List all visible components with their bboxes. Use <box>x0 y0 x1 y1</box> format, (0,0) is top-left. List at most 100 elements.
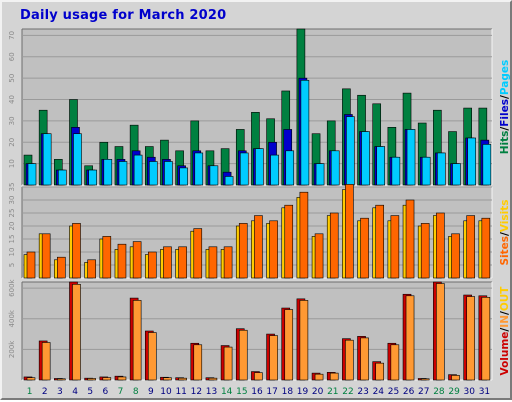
volume-panel-bar-in-day-22 <box>345 339 354 381</box>
visits-panel-bar-sites-day-28 <box>436 212 445 279</box>
x-axis-day-label: 4 <box>72 387 78 397</box>
volume-panel-bar-in-day-14 <box>223 346 233 381</box>
hits-panel-bar-pages-day-25 <box>391 156 401 186</box>
visits-panel-y-tick-label: 20 <box>8 222 16 231</box>
volume-panel-bar-in-day-2 <box>41 342 51 381</box>
visits-panel-side-label-part: Visits <box>499 199 511 232</box>
volume-panel-side-label-part: IN <box>499 315 511 328</box>
hits-panel-bar-pages-day-30 <box>467 137 476 186</box>
x-axis-day-label: 9 <box>148 387 154 397</box>
volume-panel-background <box>22 282 492 380</box>
chart-title: Daily usage for March 2020 <box>20 8 227 23</box>
volume-panel-bar-in-day-1 <box>26 377 36 381</box>
visits-panel-bar-sites-day-23 <box>360 217 369 279</box>
visits-panel-bar-sites-day-26 <box>405 199 415 279</box>
x-axis-day-label: 27 <box>418 387 429 397</box>
visits-panel-bar-sites-day-9 <box>147 251 157 279</box>
visits-panel-bar-sites-day-21 <box>329 212 339 279</box>
visits-panel-bar-sites-day-6 <box>102 236 112 279</box>
volume-panel-side-label-part: / <box>499 311 511 315</box>
volume-panel-side-label-part: OUT <box>499 286 511 311</box>
visits-panel-bar-sites-day-29 <box>451 233 460 279</box>
visits-panel-bar-sites-day-13 <box>208 246 218 279</box>
volume-panel-bar-in-day-18 <box>284 309 294 381</box>
x-axis-day-label: 18 <box>282 387 294 397</box>
volume-panel-y-tick-label: 200k <box>8 340 16 358</box>
visits-panel-bar-sites-day-17 <box>269 220 278 279</box>
hits-panel-bar-pages-day-24 <box>376 146 386 186</box>
volume-panel-bar-in-day-9 <box>147 332 157 381</box>
volume-panel-bar-in-day-5 <box>87 378 96 381</box>
visits-panel-y-tick-label: 30 <box>8 196 16 205</box>
volume-panel-bar-in-day-29 <box>451 375 460 381</box>
hits-panel-bar-pages-day-9 <box>148 161 158 186</box>
hits-panel-bar-pages-day-18 <box>285 150 295 186</box>
volume-panel-bar-in-day-3 <box>57 378 66 381</box>
hits-panel-bar-pages-day-23 <box>361 131 370 186</box>
visits-panel-bar-sites-day-27 <box>420 223 430 279</box>
hits-panel-bar-pages-day-7 <box>118 161 128 186</box>
x-axis-day-label: 13 <box>206 387 217 397</box>
x-axis-day-label: 6 <box>103 387 109 397</box>
x-axis-day-label: 3 <box>57 387 63 397</box>
hits-panel-bar-pages-day-8 <box>133 154 143 186</box>
visits-panel-bar-sites-day-24 <box>375 204 385 279</box>
hits-panel-bar-pages-day-6 <box>103 159 113 186</box>
hits-panel-bar-pages-day-16 <box>255 148 264 186</box>
visits-panel-y-tick-label: 5 <box>8 263 16 267</box>
volume-panel-bar-in-day-10 <box>163 377 172 381</box>
hits-panel-bar-pages-day-2 <box>42 133 52 186</box>
volume-panel-side-label-part: / <box>499 328 511 332</box>
visits-panel-bar-sites-day-14 <box>223 246 233 279</box>
x-axis-day-label: 21 <box>327 387 338 397</box>
visits-panel-y-tick-label: 15 <box>8 235 16 244</box>
volume-panel-y-tick-label: 600k <box>8 278 16 296</box>
volume-panel-bar-in-day-8 <box>132 300 142 381</box>
hits-panel-bar-pages-day-3 <box>58 169 67 186</box>
visits-panel-bar-sites-day-31 <box>481 217 491 279</box>
visits-panel-bar-sites-day-12 <box>193 228 203 279</box>
visits-panel-bar-sites-day-22 <box>345 184 354 279</box>
hits-panel-bar-pages-day-14 <box>224 176 234 186</box>
hits-panel-side-label-part: / <box>499 127 511 131</box>
hits-panel-bar-pages-day-31 <box>482 144 492 186</box>
hits-panel-bar-pages-day-1 <box>27 163 37 186</box>
visits-panel-bar-sites-day-4 <box>72 223 81 279</box>
visits-panel-side-label-part: / <box>499 232 511 236</box>
x-axis-day-label: 28 <box>433 387 445 397</box>
volume-panel-bar-in-day-25 <box>390 344 400 381</box>
visits-panel-bar-sites-day-5 <box>87 259 96 279</box>
hits-panel-side-label-part: / <box>499 95 511 99</box>
x-axis-day-label: 11 <box>175 387 186 397</box>
hits-panel-bar-pages-day-19 <box>300 79 310 186</box>
x-axis-day-label: 17 <box>266 387 277 397</box>
x-axis-day-label: 7 <box>118 387 124 397</box>
volume-panel-bar-in-day-30 <box>466 296 475 381</box>
volume-panel-bar-in-day-23 <box>360 337 369 381</box>
visits-panel-y-tick-label: 25 <box>8 209 16 218</box>
hits-panel-bar-pages-day-11 <box>179 167 188 186</box>
volume-panel-y-tick-label: 400k <box>8 309 16 327</box>
hits-panel-bar-pages-day-17 <box>270 154 279 186</box>
volume-panel-bar-in-day-26 <box>405 295 415 381</box>
x-axis-day-label: 31 <box>479 387 490 397</box>
volume-panel-side-label: Volume/IN/OUT <box>499 286 511 376</box>
x-axis-day-label: 25 <box>388 387 399 397</box>
x-axis-day-label: 1 <box>27 387 33 397</box>
hits-panel-y-tick-label: 20 <box>8 138 16 147</box>
hits-panel-bar-pages-day-4 <box>73 133 82 186</box>
visits-panel-bar-sites-day-7 <box>117 243 127 279</box>
volume-panel-bar-in-day-15 <box>238 329 248 381</box>
volume-panel-bar-in-day-28 <box>436 283 445 381</box>
x-axis-day-label: 5 <box>87 387 93 397</box>
hits-panel-bar-pages-day-22 <box>346 116 355 186</box>
visits-panel-bar-sites-day-10 <box>163 246 172 279</box>
visits-panel-side-label-part: Sites <box>499 236 511 266</box>
volume-panel-bar-in-day-19 <box>299 300 309 381</box>
visits-panel-y-tick-label: 35 <box>8 183 16 192</box>
hits-panel-bar-pages-day-12 <box>194 152 204 186</box>
hits-panel-y-tick-label: 70 <box>8 31 16 40</box>
volume-panel-bar-in-day-24 <box>375 362 385 381</box>
x-axis-day-label: 24 <box>373 387 385 397</box>
